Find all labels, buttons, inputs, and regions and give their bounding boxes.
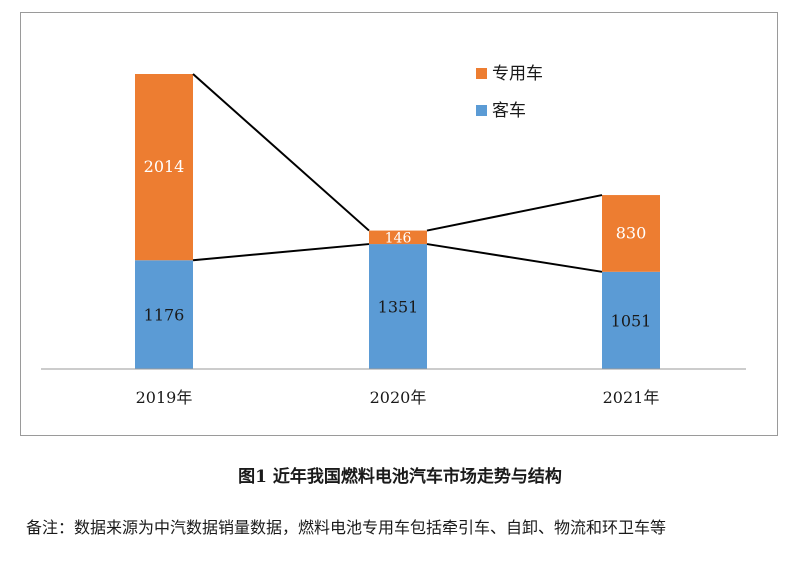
data-label-keche-2020年: 1351 (378, 298, 419, 317)
legend-swatch-客车 (476, 105, 487, 116)
series-line-total (426, 194, 603, 232)
bar-zhuanyongche-2019年 (135, 74, 193, 261)
x-tick-label-2021年: 2021年 (603, 388, 660, 407)
bar-keche-2021年 (602, 271, 660, 369)
bar-keche-2019年 (135, 260, 193, 369)
data-label-zhuanyongche-2020年: 146 (385, 230, 412, 246)
data-label-keche-2019年: 1176 (144, 306, 185, 325)
x-tick-label-2019年: 2019年 (136, 388, 193, 407)
legend-label-专用车: 专用车 (492, 64, 543, 84)
x-tick-label-2020年: 2020年 (370, 388, 427, 407)
chart-frame: 1176 2014 2019年 1351 146 2020年 1051 830 2021年 专用车… (20, 12, 778, 436)
series-line-total (192, 73, 370, 232)
series-line-keche (192, 243, 370, 262)
series-line-keche (426, 243, 603, 273)
data-label-zhuanyongche-2019年: 2014 (144, 157, 185, 176)
bar-zhuanyongche-2021年 (602, 195, 660, 272)
legend-label-客车: 客车 (492, 101, 526, 121)
legend-swatch-专用车 (476, 68, 487, 79)
figure-caption: 图1 近年我国燃料电池汽车市场走势与结构 (238, 467, 562, 487)
figure-note: 备注：数据来源为中汽数据销量数据，燃料电池专用车包括牵引车、自卸、物流和环卫车等 (26, 518, 667, 537)
bar-keche-2020年 (369, 244, 427, 369)
data-label-zhuanyongche-2021年: 830 (616, 223, 647, 242)
bar-zhuanyongche-2020年 (369, 230, 427, 245)
data-label-keche-2021年: 1051 (611, 311, 652, 330)
stacked-bar-chart: 1176 2014 2019年 1351 146 2020年 1051 830 2021年 专用车… (41, 64, 746, 407)
